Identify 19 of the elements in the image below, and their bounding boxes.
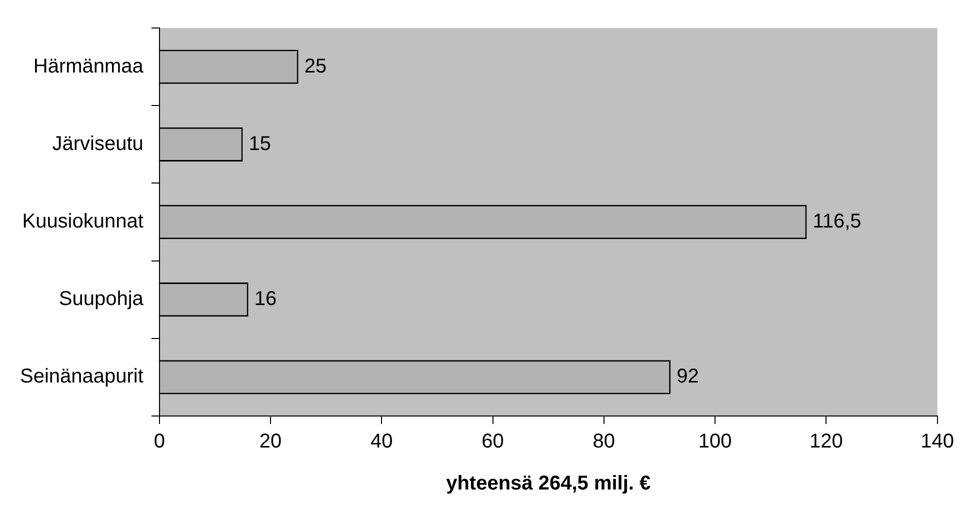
x-tick-label: 140 [920,430,954,453]
x-tick-label: 40 [370,430,393,453]
x-tick-label: 0 [154,430,165,453]
x-tick-label: 20 [259,430,282,453]
data-label: 92 [676,366,699,388]
y-tick-label: Järviseutu [52,132,144,155]
y-tick-label: Suupohja [58,288,144,310]
data-label: 16 [254,288,277,310]
y-tick-label: Seinänaapurit [20,366,144,388]
x-tick-label: 60 [482,430,504,453]
data-label: 116,5 [812,210,862,233]
x-tick-label: 120 [810,430,843,453]
data-label: 25 [304,55,327,78]
y-tick-label: Härmänmaa [33,55,144,78]
data-label: 15 [248,132,272,155]
x-tick-label: 100 [698,430,732,453]
x-axis-title: yhteensä 264,5 milj. € [446,472,651,495]
y-tick-label: Kuusiokunnat [22,210,144,233]
x-tick-label: 80 [592,430,616,453]
